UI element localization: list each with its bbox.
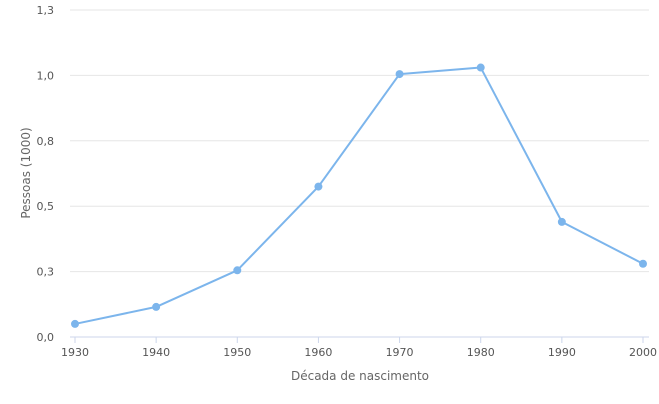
- data-point-2000: [639, 259, 647, 268]
- data-point-1950: [233, 266, 242, 275]
- y-tick-label-0: 0,0: [37, 331, 55, 344]
- data-point-1980: [476, 63, 485, 72]
- y-tick-label-5: 1,3: [37, 4, 55, 17]
- data-point-1960: [314, 182, 323, 191]
- x-axis-tick-labels: 1930 1940 1950 1960 1970 1980 1990 2000: [61, 346, 657, 359]
- data-point-1990: [557, 217, 566, 226]
- grid-lines: [70, 9, 649, 273]
- x-tick-label-2: 1950: [223, 346, 251, 359]
- y-tick-label-1: 0,3: [37, 266, 55, 279]
- data-point-1970: [395, 70, 404, 79]
- x-tick-label-4: 1970: [386, 346, 414, 359]
- y-axis-title: Pessoas (1000): [19, 127, 33, 218]
- x-tick-label-6: 1990: [548, 346, 576, 359]
- y-tick-label-2: 0,5: [37, 200, 55, 213]
- y-tick-label-4: 1,0: [37, 69, 55, 82]
- y-axis-tick-labels: 0,0 0,3 0,5 0,8 1,0 1,3: [37, 4, 55, 344]
- x-tick-label-7: 2000: [629, 346, 657, 359]
- x-tick-label-1: 1940: [142, 346, 170, 359]
- x-tick-label-5: 1980: [467, 346, 495, 359]
- data-point-1940: [152, 302, 161, 311]
- x-tick-label-0: 1930: [61, 346, 89, 359]
- x-axis: [70, 336, 649, 343]
- x-tick-label-3: 1960: [304, 346, 332, 359]
- series-line-0: [74, 66, 644, 325]
- x-axis-title: Década de nascimento: [291, 369, 429, 383]
- data-point-1930: [71, 319, 79, 328]
- y-tick-label-3: 0,8: [37, 135, 55, 148]
- series-layer: [71, 63, 647, 328]
